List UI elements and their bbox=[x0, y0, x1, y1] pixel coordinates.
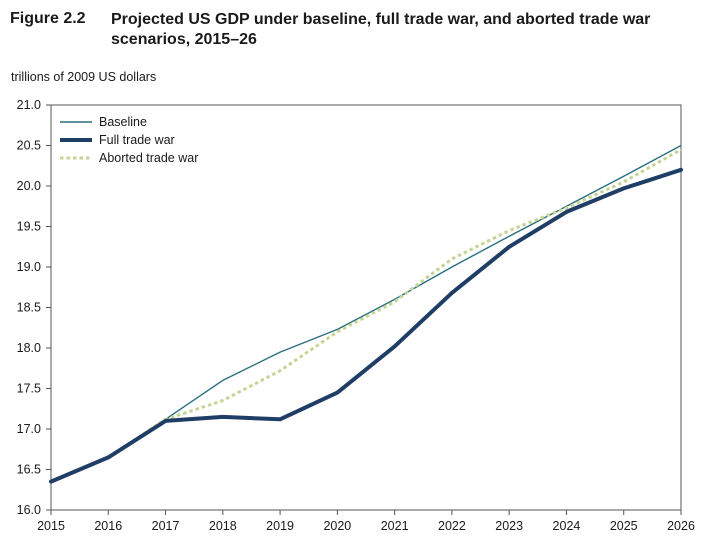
y-axis: 16.0 16.5 17.0 17.5 18.0 18.5 19.0 19.5 20.0 20.5… bbox=[17, 98, 51, 517]
x-tick-label: 2025 bbox=[610, 519, 638, 533]
plot-frame bbox=[50, 104, 682, 511]
series-layer bbox=[49, 144, 683, 484]
y-axis-units-label: trillions of 2009 US dollars bbox=[11, 70, 157, 84]
y-tick-label: 17.5 bbox=[17, 382, 41, 396]
x-axis: 2015 2016 2017 2018 2019 2020 2021 2022 2023 2024… bbox=[37, 510, 695, 533]
x-tick-label: 2016 bbox=[94, 519, 122, 533]
x-tick-label: 2019 bbox=[266, 519, 294, 533]
y-tick-label: 17.0 bbox=[17, 422, 41, 436]
y-tick-label: 19.5 bbox=[17, 220, 41, 234]
x-tick-label: 2026 bbox=[667, 519, 695, 533]
x-tick-label: 2020 bbox=[323, 519, 351, 533]
chart-title: Projected US GDP under baseline, full tr… bbox=[111, 11, 651, 48]
x-tick-label: 2017 bbox=[152, 519, 180, 533]
x-tick-label: 2015 bbox=[37, 519, 65, 533]
y-tick-label: 19.0 bbox=[17, 260, 41, 274]
y-tick-label: 16.5 bbox=[17, 463, 41, 477]
y-tick-label: 21.0 bbox=[17, 98, 41, 112]
y-tick-label: 20.5 bbox=[17, 139, 41, 153]
y-tick-label: 18.5 bbox=[17, 301, 41, 315]
y-tick-label: 20.0 bbox=[17, 179, 41, 193]
y-tick-label: 18.0 bbox=[17, 341, 41, 355]
x-tick-label: 2018 bbox=[209, 519, 237, 533]
legend-label-full-trade-war: Full trade war bbox=[99, 133, 175, 147]
x-tick-label: 2022 bbox=[438, 519, 466, 533]
x-tick-label: 2024 bbox=[553, 519, 581, 533]
series-line-baseline bbox=[50, 144, 682, 483]
x-tick-label: 2023 bbox=[495, 519, 523, 533]
legend-label-baseline: Baseline bbox=[99, 115, 147, 129]
legend-label-aborted-trade-war: Aborted trade war bbox=[99, 151, 198, 165]
figure-label: Figure 2.2 bbox=[10, 10, 86, 27]
x-tick-label: 2021 bbox=[381, 519, 409, 533]
y-tick-label: 16.0 bbox=[17, 503, 41, 517]
legend: Baseline Full trade war Aborted trade war bbox=[60, 115, 198, 165]
series-line-full-trade-war bbox=[49, 167, 683, 484]
